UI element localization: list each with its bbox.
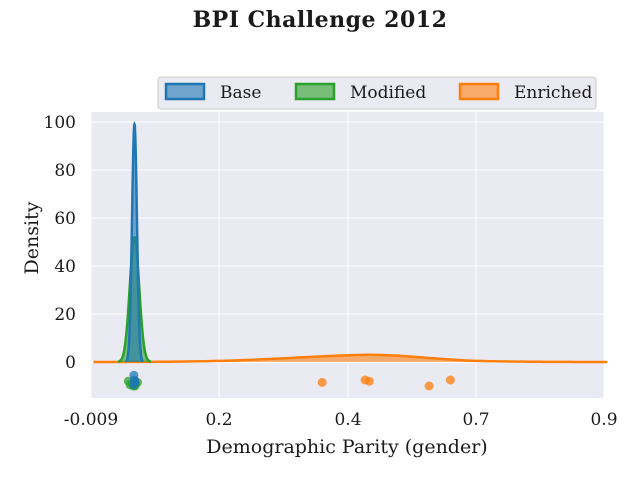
x-axis-label: Demographic Parity (gender) [206,436,487,458]
grid [90,112,605,398]
sample-point-enriched [364,376,374,386]
x-tick-label: 0.4 [334,410,361,430]
y-axis-label: Density [21,201,43,274]
legend-label-modified: Modified [350,83,426,103]
legend-label-base: Base [220,83,261,103]
y-tick-label: 80 [54,161,76,181]
sample-point-base [129,376,139,386]
y-axis-ticks: 0 20 40 60 80 100 [44,113,76,373]
legend-swatch-enriched [458,82,500,101]
y-tick-label: 40 [54,257,76,277]
kde-area-enriched [93,354,608,362]
x-tick-label: 0.7 [462,410,489,430]
kde-area-base [125,124,144,363]
legend: Base Modified Enriched [157,76,597,110]
kde-layer [93,121,608,364]
x-axis-ticks: -0.009 0.2 0.4 0.7 0.9 [64,410,618,430]
legend-swatch-modified [294,82,336,101]
y-tick-label: 0 [65,353,76,373]
kde-line-enriched [93,353,608,364]
legend-label-enriched: Enriched [514,83,592,103]
plot-area [90,112,608,398]
sample-point-enriched [317,377,327,387]
x-tick-label: -0.009 [64,410,118,430]
x-tick-label: 0.2 [205,410,232,430]
y-tick-label: 20 [54,305,76,325]
y-tick-label: 60 [54,209,76,229]
x-tick-label: 0.9 [590,410,617,430]
sample-point-enriched [445,375,455,385]
sample-point-enriched [424,381,434,391]
legend-swatch-base [164,82,206,101]
kde-line-base [125,121,144,363]
y-tick-label: 100 [44,113,76,133]
sample-points-layer [123,370,455,391]
chart-title: BPI Challenge 2012 [193,7,448,33]
